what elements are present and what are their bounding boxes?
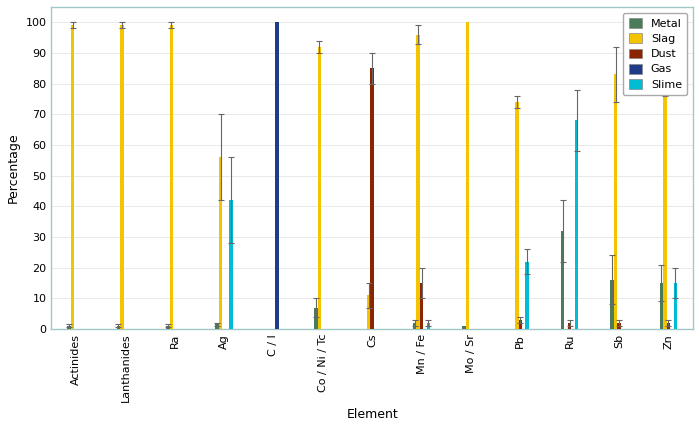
Bar xyxy=(314,308,318,329)
Bar xyxy=(610,280,614,329)
Bar xyxy=(526,262,529,329)
Bar xyxy=(416,35,420,329)
Bar xyxy=(427,323,430,329)
X-axis label: Element: Element xyxy=(346,408,398,421)
Legend: Metal, Slag, Dust, Gas, Slime: Metal, Slag, Dust, Gas, Slime xyxy=(623,12,687,95)
Y-axis label: Percentage: Percentage xyxy=(7,133,20,203)
Bar xyxy=(275,22,279,329)
Bar xyxy=(659,283,663,329)
Bar xyxy=(117,326,120,329)
Bar xyxy=(67,326,71,329)
Bar xyxy=(663,68,666,329)
Bar xyxy=(230,200,233,329)
Bar xyxy=(370,68,374,329)
Bar xyxy=(466,22,469,329)
Bar xyxy=(561,231,564,329)
Bar xyxy=(673,283,677,329)
Bar xyxy=(519,320,522,329)
Bar xyxy=(568,323,571,329)
Bar xyxy=(515,102,519,329)
Bar xyxy=(318,47,321,329)
Bar xyxy=(614,74,617,329)
Bar xyxy=(413,323,416,329)
Bar xyxy=(617,323,621,329)
Bar xyxy=(367,295,370,329)
Bar xyxy=(169,25,173,329)
Bar xyxy=(216,324,219,329)
Bar xyxy=(666,323,670,329)
Bar xyxy=(219,157,223,329)
Bar xyxy=(462,326,466,329)
Bar xyxy=(420,283,424,329)
Bar xyxy=(575,120,578,329)
Bar xyxy=(166,326,169,329)
Bar xyxy=(120,25,124,329)
Bar xyxy=(71,25,74,329)
